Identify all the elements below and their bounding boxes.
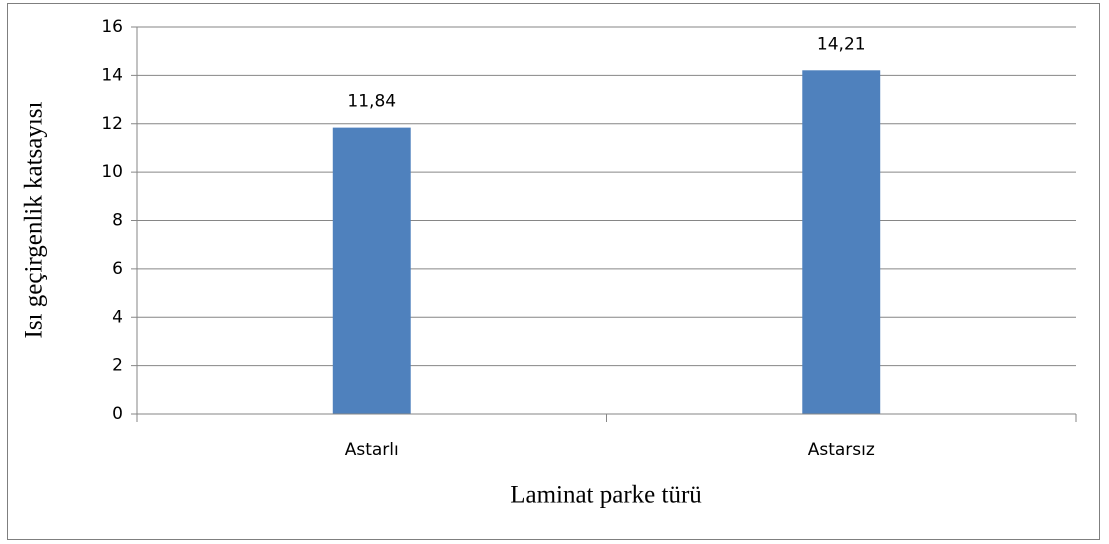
y-tick-label: 16 (101, 17, 123, 37)
bar (802, 70, 881, 414)
x-tick-label: Astarlı (345, 440, 399, 460)
data-label: 11,84 (347, 92, 396, 112)
y-tick-label: 10 (101, 162, 123, 182)
x-axis-title: Laminat parke türü (510, 482, 702, 509)
x-tick-label: Astarsız (808, 440, 875, 460)
y-tick-label: 0 (112, 404, 123, 424)
y-tick-label: 8 (112, 211, 123, 231)
chart-border (7, 3, 1100, 540)
data-label: 14,21 (817, 34, 866, 54)
y-tick-label: 6 (112, 259, 123, 279)
y-axis-title: Isı geçirgenlik katsayısı (21, 101, 48, 338)
bar (332, 127, 411, 415)
y-tick-label: 4 (112, 307, 123, 327)
y-tick-label: 14 (101, 65, 123, 85)
y-tick-label: 12 (101, 114, 123, 134)
y-tick-label: 2 (112, 356, 123, 376)
